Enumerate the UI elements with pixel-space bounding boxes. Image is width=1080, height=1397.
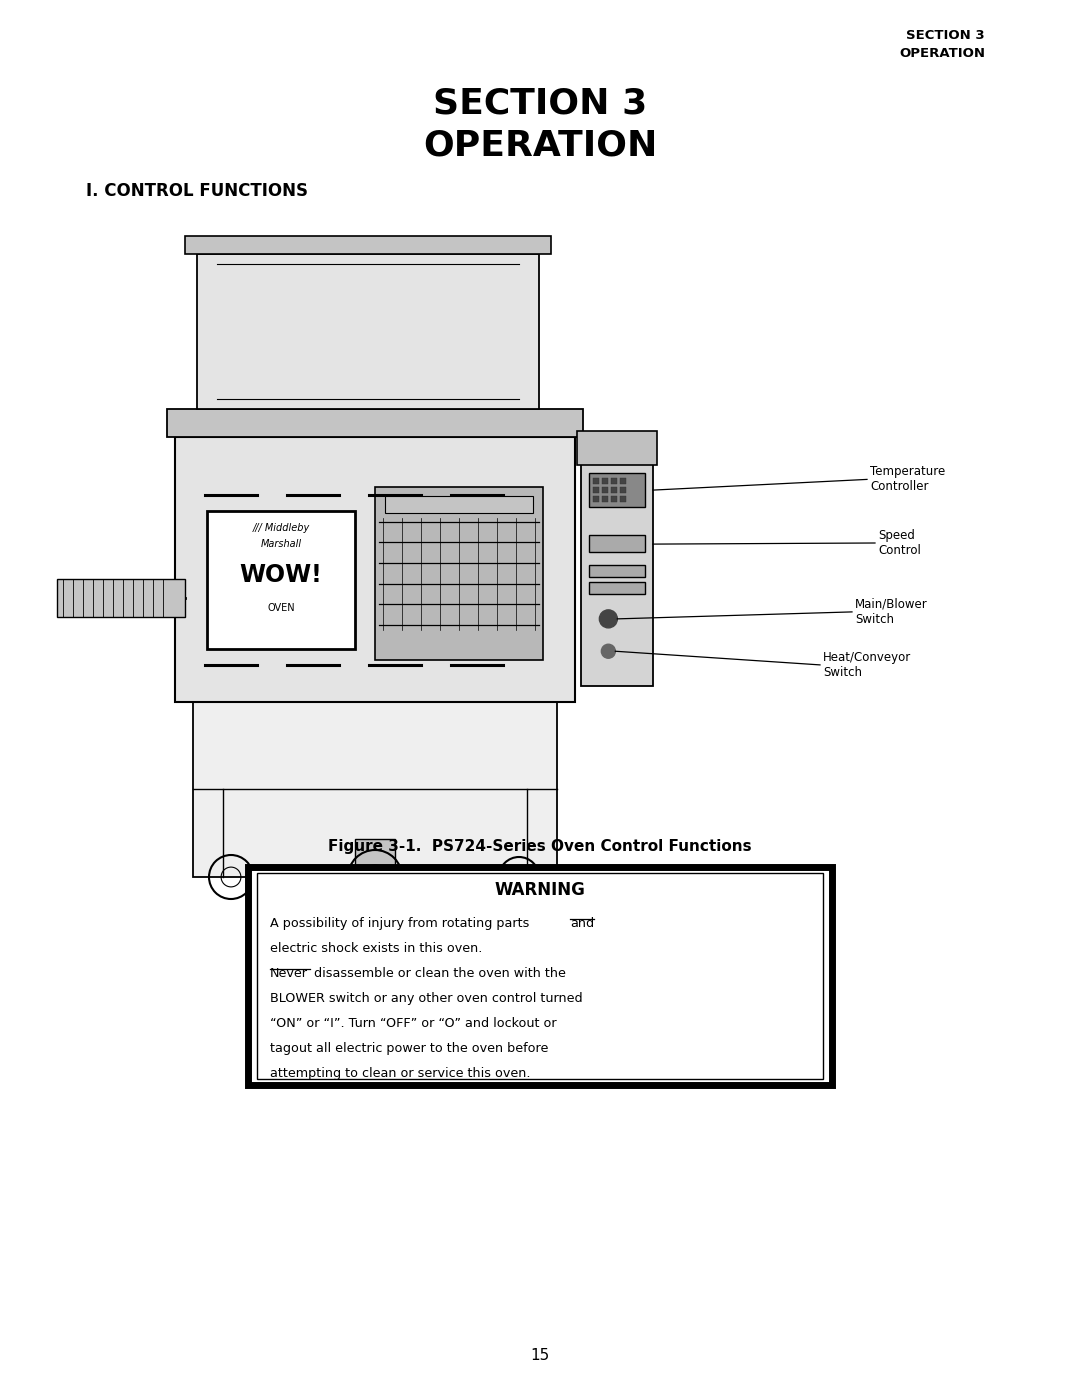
Text: Main/Blower
Switch: Main/Blower Switch [855, 598, 928, 626]
Bar [581, 437, 653, 686]
Bar [620, 488, 626, 493]
Bar [577, 432, 657, 465]
Bar [593, 488, 599, 493]
Text: attempting to clean or service this oven.: attempting to clean or service this oven… [270, 1067, 530, 1080]
Text: OVEN: OVEN [267, 602, 295, 613]
Text: disassemble or clean the oven with the: disassemble or clean the oven with the [310, 967, 566, 981]
Bar [602, 478, 608, 485]
Bar [248, 868, 832, 1085]
Circle shape [602, 644, 616, 658]
Text: electric shock exists in this oven.: electric shock exists in this oven. [270, 942, 483, 956]
Text: SECTION 3: SECTION 3 [906, 29, 985, 42]
Bar [257, 873, 823, 1078]
Bar [167, 409, 583, 437]
Text: “ON” or “I”. Turn “OFF” or “O” and lockout or: “ON” or “I”. Turn “OFF” or “O” and locko… [270, 1017, 556, 1030]
Text: Marshall: Marshall [260, 539, 301, 549]
Bar [197, 254, 539, 409]
Bar [355, 840, 395, 868]
Bar [611, 496, 617, 502]
Bar [589, 535, 645, 552]
Text: I. CONTROL FUNCTIONS: I. CONTROL FUNCTIONS [86, 182, 308, 200]
Text: OPERATION: OPERATION [422, 129, 658, 163]
Text: and: and [570, 916, 594, 930]
Text: /// Middleby: /// Middleby [253, 522, 310, 532]
Bar [611, 478, 617, 485]
Bar [207, 511, 355, 650]
Bar [384, 496, 534, 513]
Circle shape [599, 610, 618, 627]
Bar [185, 236, 551, 254]
Bar [593, 496, 599, 502]
Bar [620, 478, 626, 485]
Text: Temperature
Controller: Temperature Controller [870, 465, 945, 493]
Text: WOW!: WOW! [240, 563, 322, 587]
Text: 15: 15 [530, 1348, 550, 1362]
Bar [193, 703, 557, 877]
Bar [175, 437, 575, 703]
Text: Speed
Control: Speed Control [878, 529, 921, 557]
Text: SECTION 3: SECTION 3 [433, 87, 647, 122]
Text: Heat/Conveyor
Switch: Heat/Conveyor Switch [823, 651, 912, 679]
Bar [589, 566, 645, 577]
Bar [57, 580, 185, 617]
Text: Never: Never [270, 967, 308, 981]
Text: Figure 3-1.  PS724-Series Oven Control Functions: Figure 3-1. PS724-Series Oven Control Fu… [328, 840, 752, 854]
Bar [589, 474, 645, 507]
Text: OPERATION: OPERATION [899, 47, 985, 60]
Bar [375, 488, 543, 659]
Bar [611, 488, 617, 493]
Bar [602, 496, 608, 502]
Text: tagout all electric power to the oven before: tagout all electric power to the oven be… [270, 1042, 549, 1055]
Bar [602, 488, 608, 493]
Text: WARNING: WARNING [495, 882, 585, 900]
Bar [589, 583, 645, 594]
Text: A possibility of injury from rotating parts: A possibility of injury from rotating pa… [270, 916, 534, 930]
Bar [593, 478, 599, 485]
Text: BLOWER switch or any other oven control turned: BLOWER switch or any other oven control … [270, 992, 582, 1004]
Bar [620, 496, 626, 502]
